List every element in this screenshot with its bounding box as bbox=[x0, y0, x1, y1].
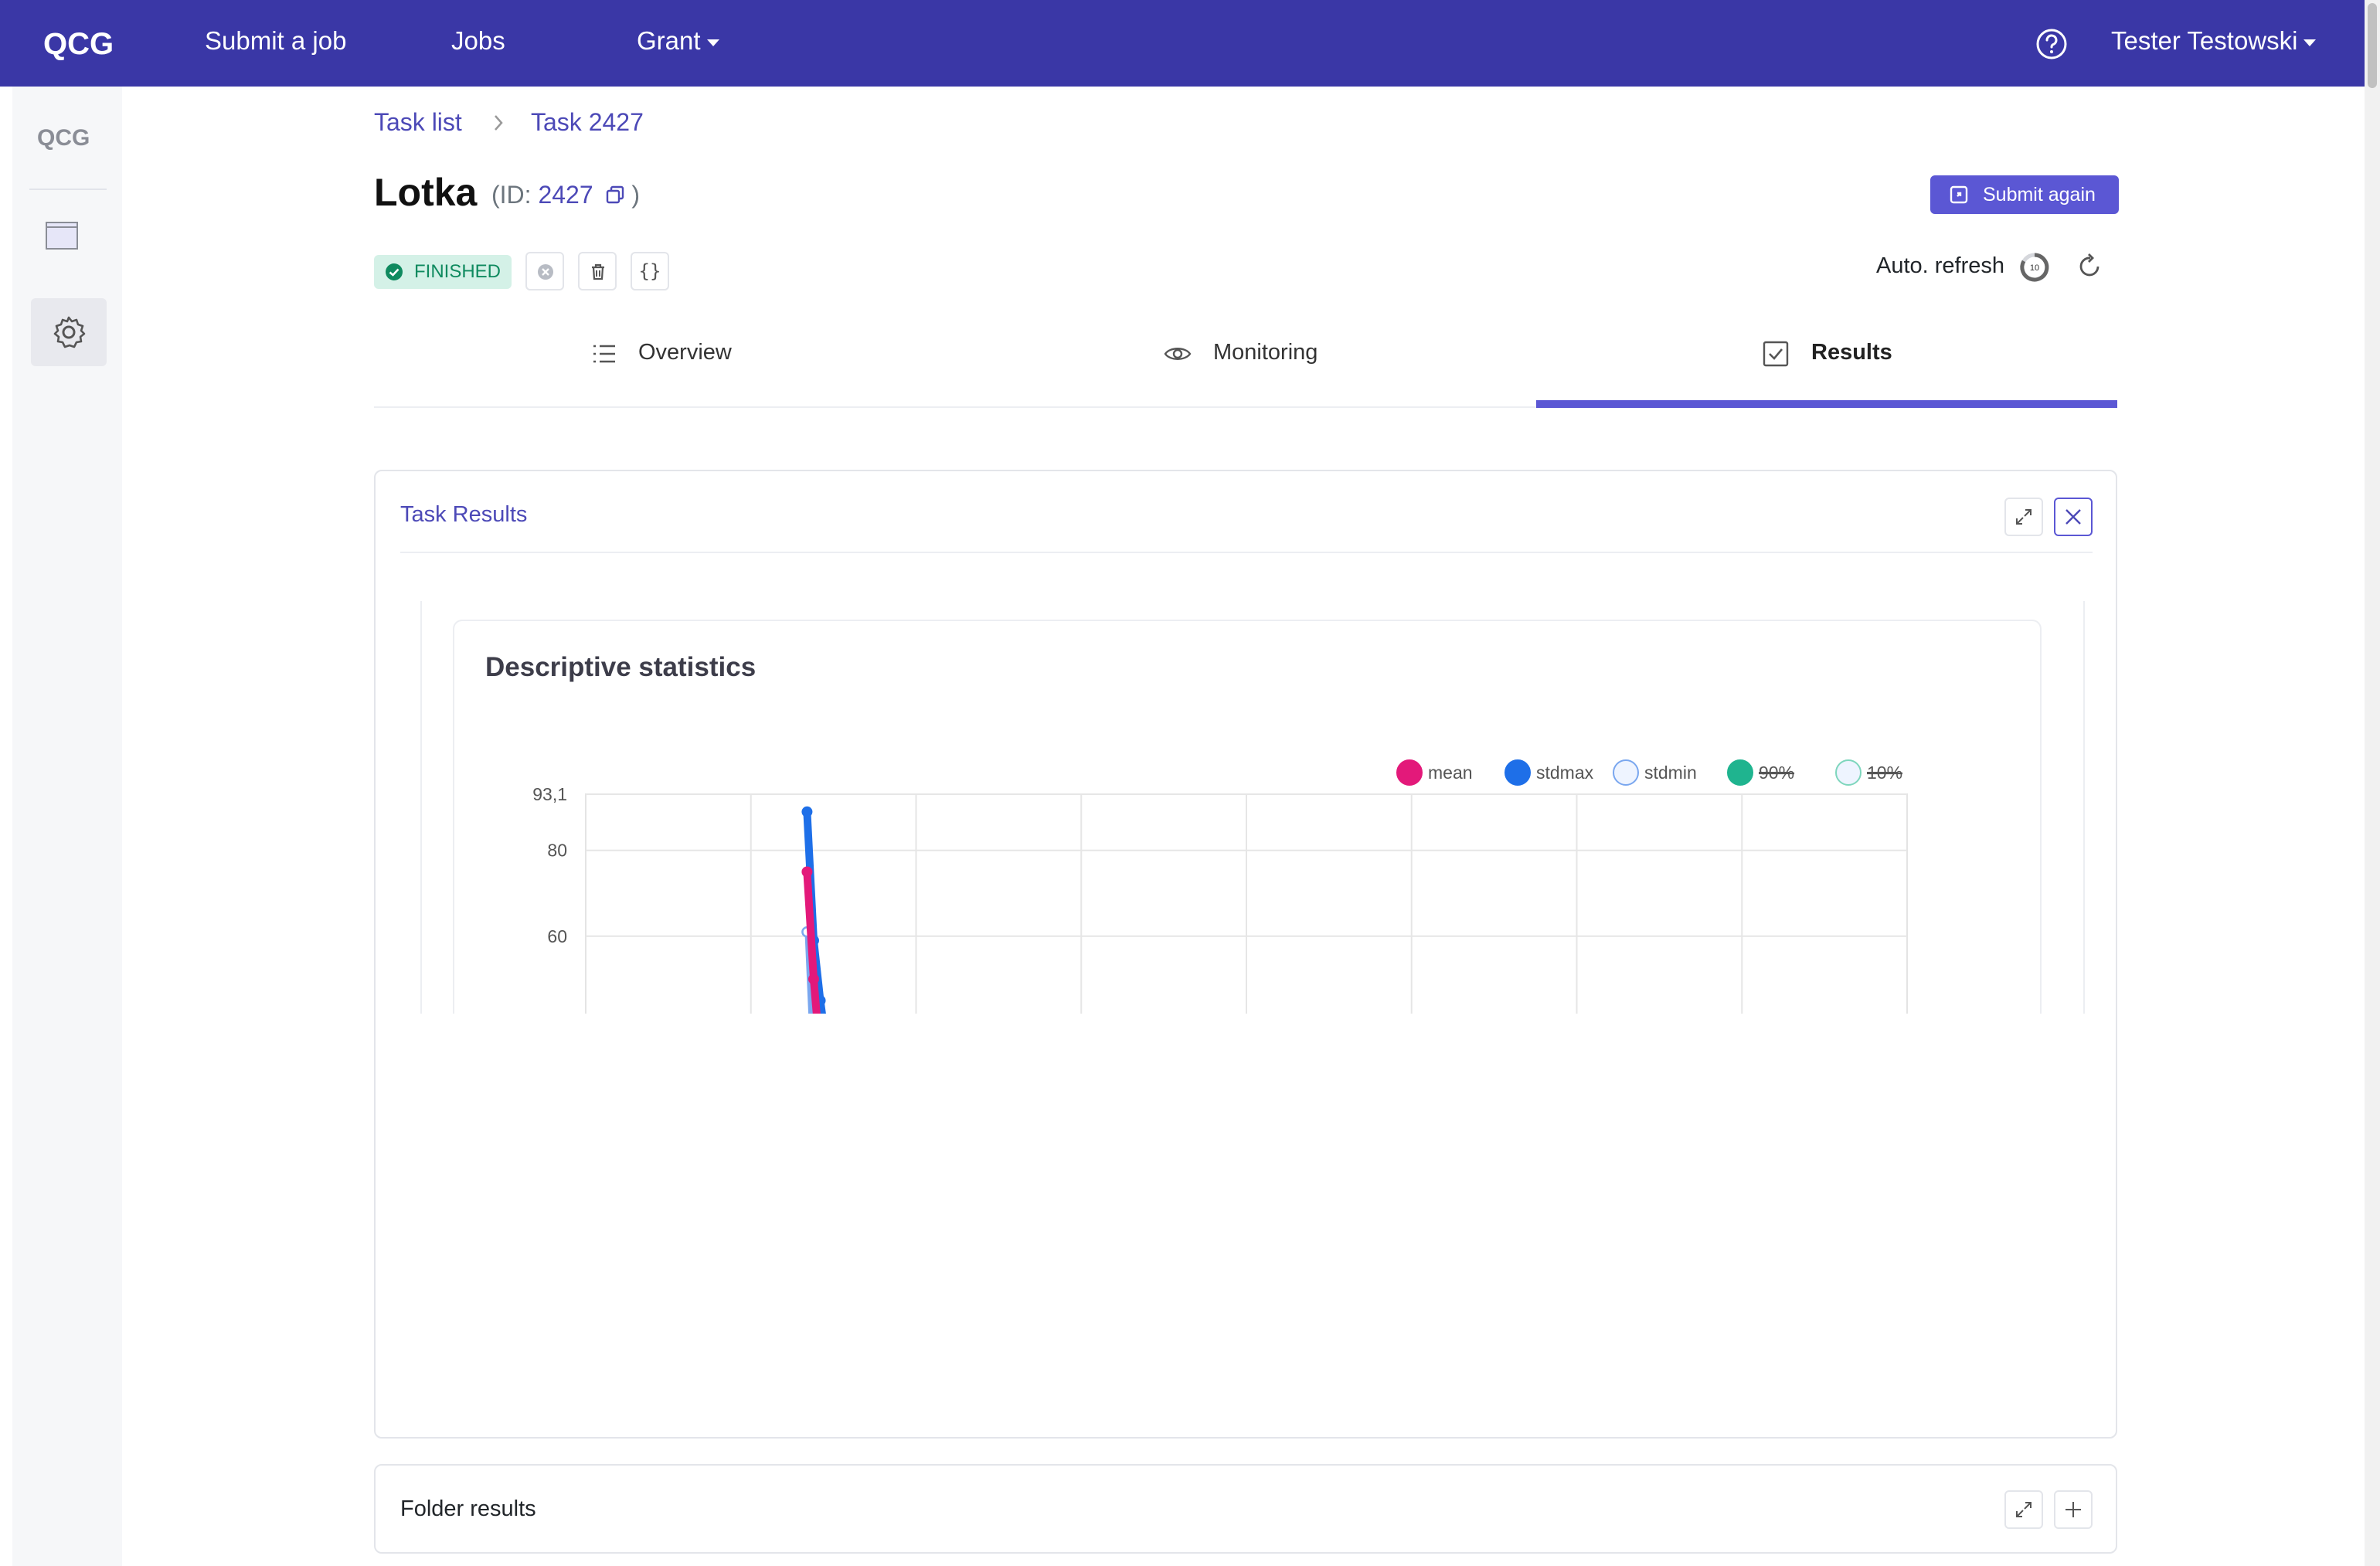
task-id-prefix: (ID: bbox=[491, 181, 532, 209]
legend-label: stdmin bbox=[1644, 763, 1697, 783]
breadcrumb-task-list[interactable]: Task list bbox=[374, 108, 462, 136]
task-results-title[interactable]: Task Results bbox=[400, 502, 528, 527]
legend-marker-stdmin bbox=[1613, 759, 1639, 786]
chevron-right-icon bbox=[495, 115, 503, 131]
qcg-logo[interactable]: QCG bbox=[42, 23, 119, 63]
data-point-mean bbox=[808, 973, 819, 985]
tab-overview[interactable]: Overview bbox=[587, 332, 819, 409]
help-icon[interactable] bbox=[2035, 28, 2068, 60]
tab-results-label: Results bbox=[1811, 340, 1892, 365]
eye-icon bbox=[1164, 348, 1192, 360]
series-line-mean bbox=[803, 868, 821, 1014]
expand-icon bbox=[2016, 509, 2032, 525]
tab-monitoring-label: Monitoring bbox=[1213, 340, 1318, 365]
cancel-circle-icon bbox=[538, 264, 553, 280]
auto-refresh-timer[interactable]: 10 bbox=[2018, 251, 2051, 284]
chart-card: Descriptive statistics 93,1806040200-20p… bbox=[453, 620, 2042, 1014]
braces-icon: {} bbox=[638, 260, 661, 282]
page-title: Lotka bbox=[374, 171, 478, 214]
tab-active-indicator bbox=[1536, 400, 2117, 408]
y-tick-label: 60 bbox=[547, 926, 567, 946]
add-button[interactable] bbox=[2054, 1490, 2093, 1529]
status-badge: FINISHED bbox=[374, 255, 512, 289]
sidebar-item-settings[interactable] bbox=[31, 298, 107, 366]
user-name: Tester Testowski bbox=[2111, 26, 2298, 55]
y-tick-label: 40 bbox=[547, 1012, 567, 1014]
gear-icon bbox=[53, 316, 86, 348]
svg-text:QCG: QCG bbox=[37, 125, 90, 151]
copy-icon[interactable] bbox=[605, 185, 625, 205]
data-point-stdmax bbox=[801, 806, 813, 817]
task-id-value[interactable]: 2427 bbox=[538, 181, 593, 209]
nav-grant-label: Grant bbox=[637, 26, 701, 55]
tabs-underline bbox=[374, 406, 2117, 408]
y-tick-label: 93,1 bbox=[532, 784, 567, 804]
card-divider bbox=[400, 552, 2093, 553]
plus-icon bbox=[2066, 1502, 2081, 1517]
series-line-stdmin bbox=[804, 929, 814, 1014]
page-scrollbar[interactable] bbox=[2365, 0, 2380, 1566]
status-label: FINISHED bbox=[414, 261, 502, 282]
cancel-task-button[interactable] bbox=[525, 252, 564, 290]
chevron-down-icon bbox=[706, 39, 719, 46]
legend-marker-stdmax bbox=[1504, 759, 1531, 786]
close-icon bbox=[2066, 509, 2081, 525]
data-point-mean bbox=[801, 866, 813, 878]
results-frame bbox=[420, 601, 2085, 1014]
legend-marker-90pct bbox=[1727, 759, 1753, 786]
top-navbar: QCG Submit a job Jobs Grant Tester Testo… bbox=[0, 0, 2380, 87]
svg-text:10: 10 bbox=[2030, 263, 2039, 273]
refresh-icon[interactable] bbox=[2076, 251, 2105, 280]
svg-text:QCG: QCG bbox=[43, 27, 114, 61]
legend-label: mean bbox=[1428, 763, 1473, 783]
expand-button[interactable] bbox=[2004, 1490, 2043, 1529]
breadcrumb-task[interactable]: Task 2427 bbox=[531, 108, 644, 136]
page-scrollbar-thumb[interactable] bbox=[2368, 3, 2377, 88]
folder-icon[interactable] bbox=[45, 219, 79, 250]
tab-results[interactable]: Results bbox=[1762, 332, 1994, 409]
delete-task-button[interactable] bbox=[578, 252, 617, 290]
nav-jobs[interactable]: Jobs bbox=[451, 26, 505, 55]
close-button[interactable] bbox=[2054, 498, 2093, 536]
list-icon bbox=[593, 345, 615, 363]
folder-results-title[interactable]: Folder results bbox=[400, 1496, 536, 1521]
check-circle-icon bbox=[386, 263, 403, 280]
user-menu[interactable]: Tester Testowski bbox=[2111, 26, 2317, 56]
chart-title: Descriptive statistics bbox=[485, 652, 756, 682]
auto-refresh-label: Auto. refresh bbox=[1876, 253, 2005, 278]
trash-icon bbox=[592, 263, 604, 280]
tab-monitoring[interactable]: Monitoring bbox=[1164, 332, 1411, 409]
checkbox-icon bbox=[1763, 341, 1789, 367]
descriptive-statistics-chart: 93,1806040200-20preymeanstdmaxstdmin90%1… bbox=[532, 759, 1908, 1014]
nav-grant-dropdown[interactable]: Grant bbox=[637, 26, 719, 56]
tab-overview-label: Overview bbox=[638, 340, 732, 365]
nav-submit-job[interactable]: Submit a job bbox=[205, 26, 347, 55]
expand-icon bbox=[2016, 1502, 2032, 1517]
json-view-button[interactable]: {} bbox=[631, 252, 669, 290]
submit-again-button[interactable]: Submit again bbox=[1930, 175, 2119, 214]
expand-button[interactable] bbox=[2004, 498, 2043, 536]
legend-marker-10pct bbox=[1835, 759, 1862, 786]
task-id: (ID: 2427 ) bbox=[491, 181, 640, 209]
sidebar-divider bbox=[29, 189, 107, 190]
submit-again-label: Submit again bbox=[1983, 184, 2096, 206]
resubmit-icon bbox=[1950, 185, 1968, 204]
y-tick-label: 80 bbox=[547, 841, 567, 861]
series-line-stdmax bbox=[803, 807, 826, 1014]
chevron-down-icon bbox=[2304, 39, 2317, 46]
sidebar-qcg-logo[interactable]: QCG bbox=[34, 121, 93, 156]
task-id-suffix: ) bbox=[631, 181, 641, 209]
legend-marker-mean bbox=[1396, 759, 1423, 786]
task-results-card: Task Results Descriptive statistics 93,1… bbox=[374, 470, 2117, 1439]
folder-results-card: Folder results bbox=[374, 1464, 2117, 1554]
legend-label: stdmax bbox=[1536, 763, 1594, 783]
